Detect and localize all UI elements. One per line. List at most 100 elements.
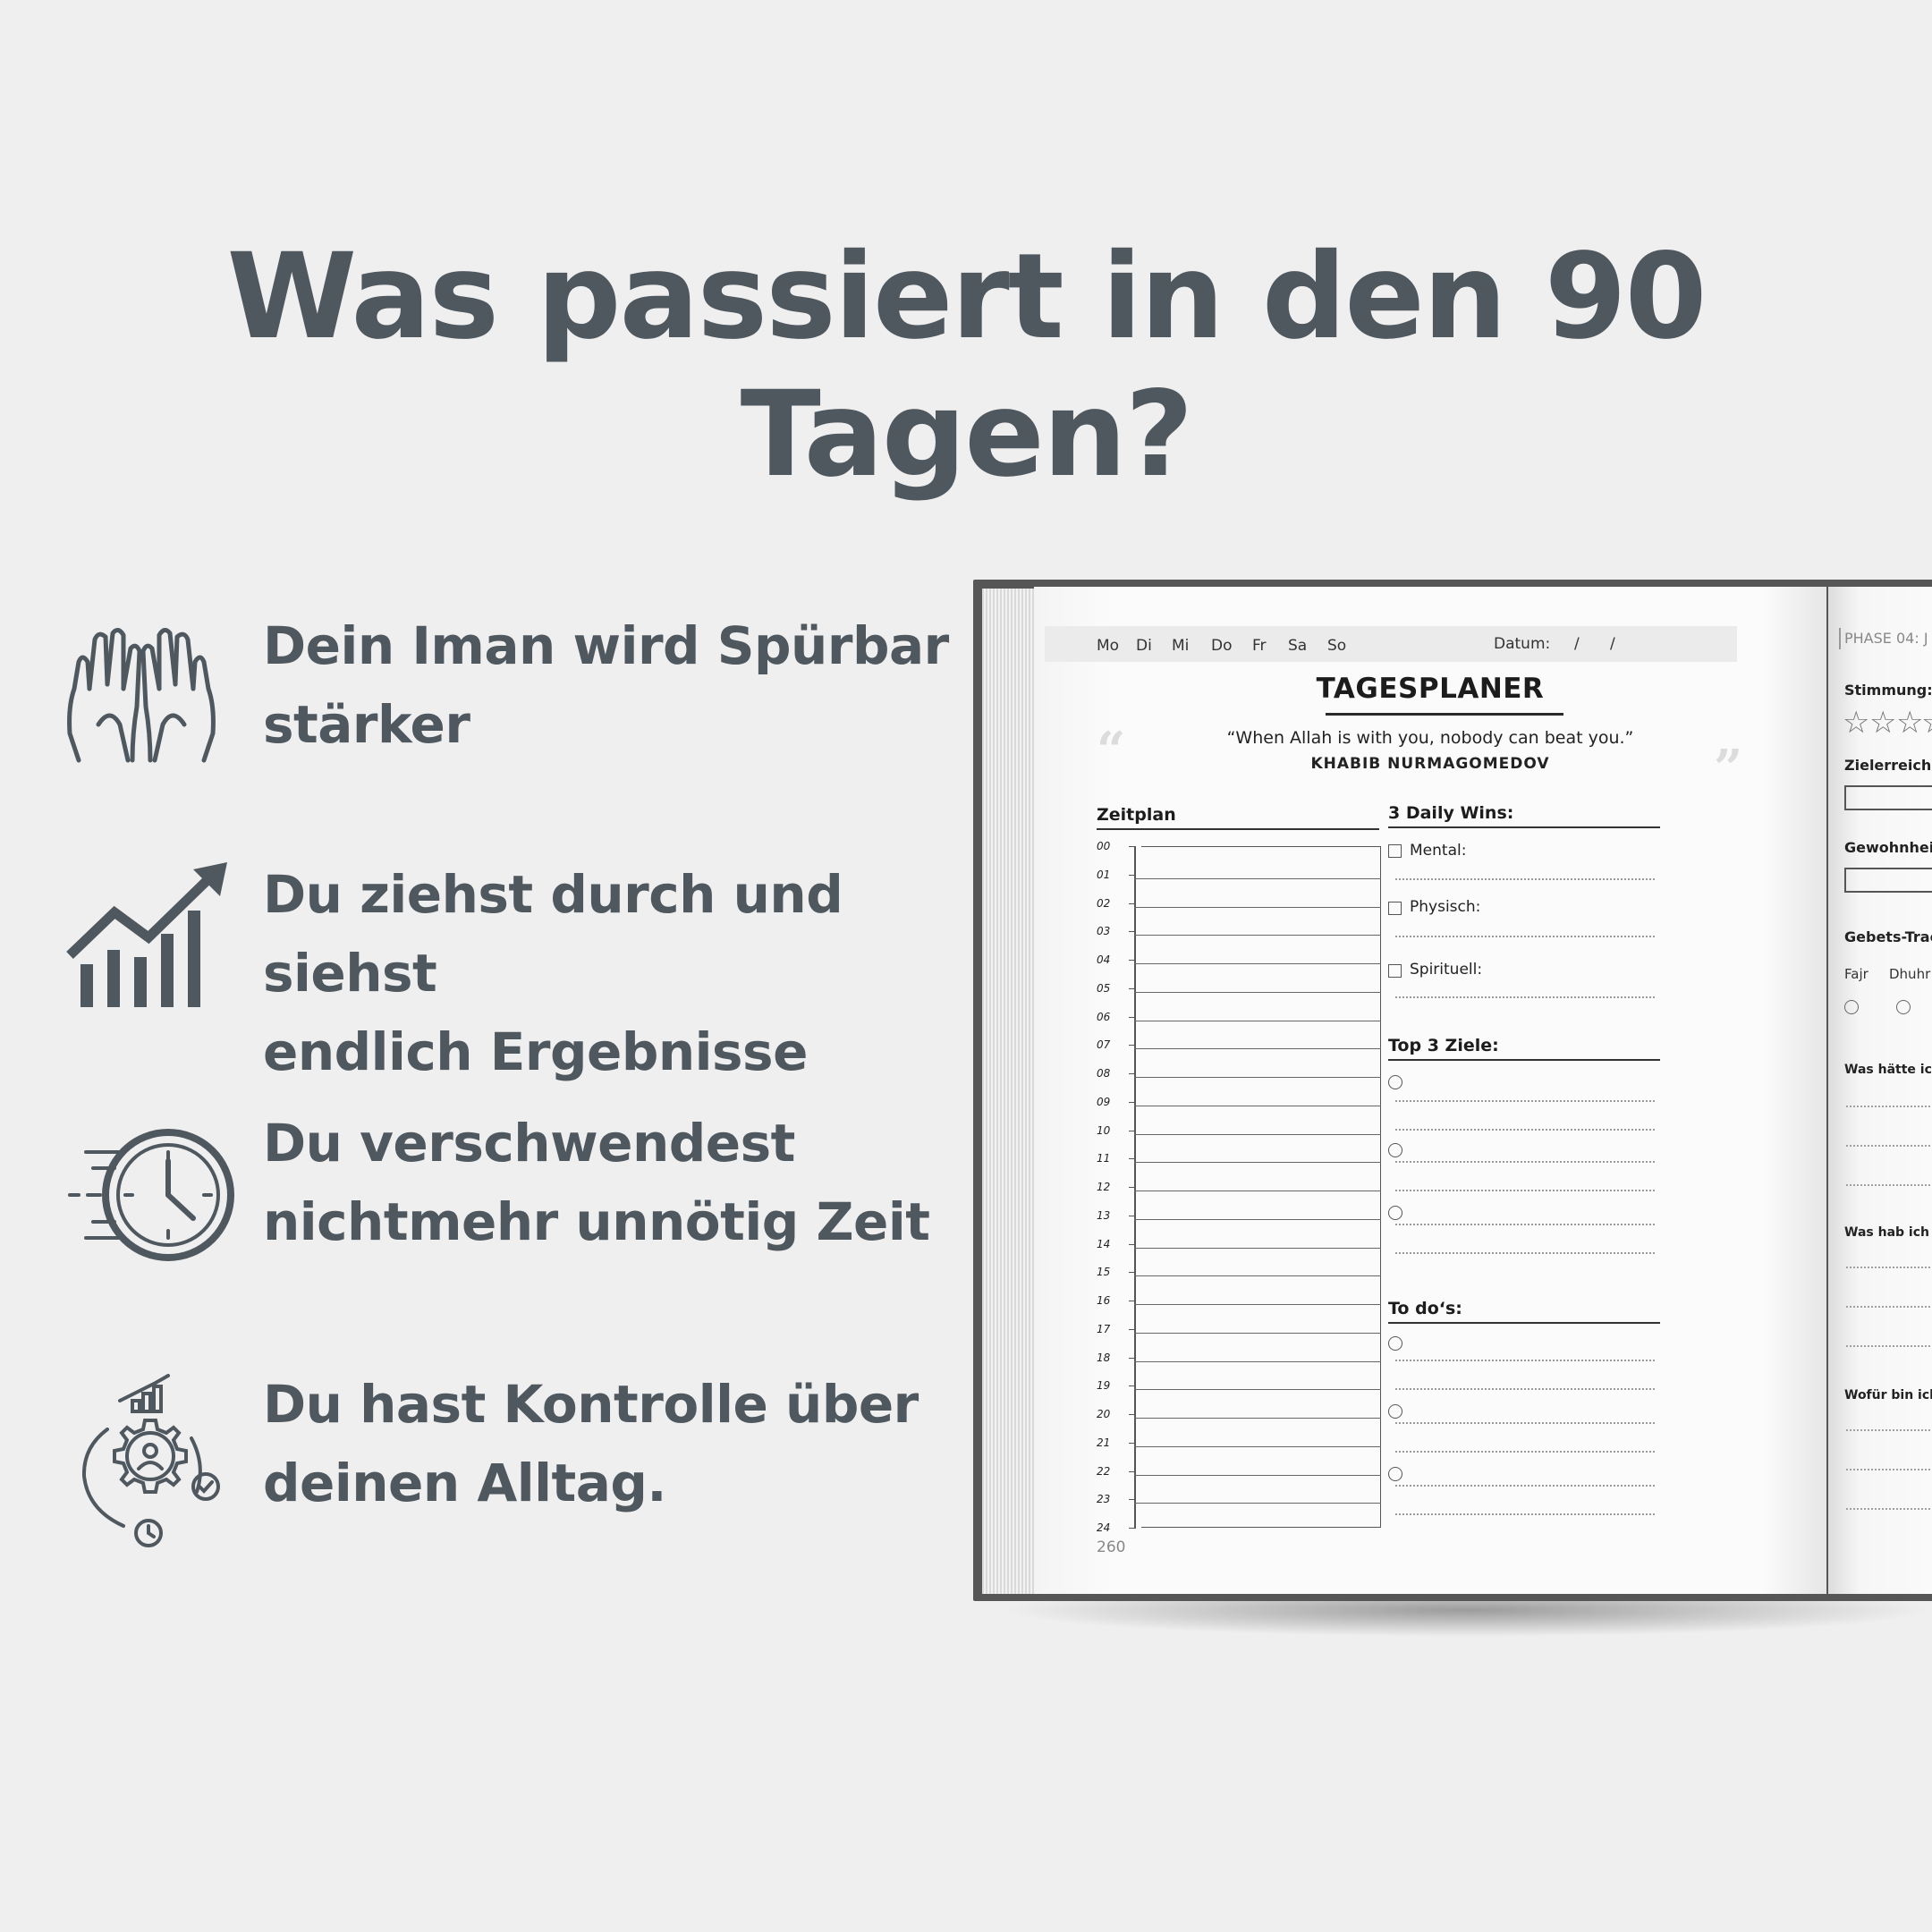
hour-label: 12 (1097, 1181, 1111, 1193)
control-gear-icon (43, 1358, 240, 1555)
star-icon[interactable]: ☆ (1843, 705, 1870, 741)
hour-tick (1129, 1272, 1136, 1274)
title-rule (1326, 713, 1563, 716)
benefit-item: Du verschwendest nichtmehr unnötig Zeit (0, 1097, 975, 1293)
dotted-line (1846, 1345, 1932, 1347)
top3-rule (1388, 1059, 1660, 1061)
goal-circle[interactable] (1388, 1075, 1402, 1089)
benefit-line-2: endlich Ergebnisse (263, 1021, 808, 1082)
hour-line[interactable] (1134, 963, 1381, 965)
hour-line[interactable] (1134, 1418, 1381, 1419)
hour-line[interactable] (1134, 1360, 1381, 1362)
hour-label: 06 (1097, 1010, 1111, 1023)
prayer-circle[interactable] (1896, 1000, 1911, 1014)
hour-line[interactable] (1134, 1048, 1381, 1050)
benefit-line-1: Du hast Kontrolle über (263, 1374, 919, 1435)
day-label: Mo (1097, 637, 1120, 655)
headline: Was passiert in den 90 Tagen? (226, 228, 1707, 504)
gewohnheiten-label: Gewohnheiten (1844, 839, 1932, 856)
benefit-item: Du hast Kontrolle über deinen Alltag. (0, 1358, 975, 1555)
hour-line[interactable] (1134, 1077, 1381, 1079)
hour-line[interactable] (1134, 1332, 1381, 1334)
hour-tick (1129, 1442, 1136, 1444)
hour-tick (1129, 960, 1136, 962)
hour-line[interactable] (1134, 1275, 1381, 1277)
win-checkbox[interactable] (1388, 902, 1402, 915)
hour-tick (1129, 1187, 1136, 1189)
todo-circle[interactable] (1388, 1336, 1402, 1351)
hour-line[interactable] (1134, 1247, 1381, 1249)
hour-line[interactable] (1134, 991, 1381, 993)
hour-label: 08 (1097, 1067, 1111, 1080)
hour-label: 04 (1097, 953, 1111, 966)
daily-wins-rule (1388, 826, 1660, 828)
dotted-line (1395, 1224, 1655, 1225)
goal-circle[interactable] (1388, 1143, 1402, 1157)
star-icon[interactable]: ☆ (1896, 705, 1924, 741)
hour-line[interactable] (1134, 1218, 1381, 1220)
right-page: PHASE 04: J Stimmung: ☆ ☆ ☆ ☆ Zielerreic… (1828, 587, 1932, 1594)
phase-label: PHASE 04: J (1844, 630, 1928, 647)
hour-tick (1129, 846, 1136, 848)
gewohnheiten-scale[interactable] (1844, 868, 1932, 893)
gebets-tracker-label: Gebets-Tracke (1844, 928, 1932, 945)
win-checkbox[interactable] (1388, 844, 1402, 858)
win-checkbox[interactable] (1388, 964, 1402, 978)
star-icon[interactable]: ☆ (1921, 705, 1932, 741)
hour-label: 11 (1097, 1152, 1111, 1165)
day-label: Do (1211, 637, 1233, 655)
hour-line[interactable] (1134, 935, 1381, 936)
benefit-line-2: nichtmehr unnötig Zeit (263, 1191, 930, 1252)
hour-tick (1129, 1243, 1136, 1245)
hour-label: 09 (1097, 1095, 1111, 1108)
hour-line[interactable] (1134, 1162, 1381, 1164)
close-quote-icon: ” (1714, 739, 1743, 798)
dotted-line (1395, 996, 1655, 998)
dotted-line (1846, 1106, 1932, 1107)
dotted-line (1395, 1190, 1655, 1191)
hour-tick (1129, 902, 1136, 904)
page-number: 260 (1097, 1538, 1126, 1556)
dotted-line (1395, 1422, 1655, 1424)
left-page: Mo Di Mi Do Fr Sa So Datum: / / TAGESPLA… (1034, 587, 1826, 1594)
hour-line[interactable] (1134, 1445, 1381, 1447)
hour-label: 23 (1097, 1493, 1111, 1506)
star-icon[interactable]: ☆ (1869, 705, 1897, 741)
hour-line[interactable] (1134, 1503, 1381, 1504)
dotted-line (1395, 1129, 1655, 1131)
zielerreichung-label: Zielerreichung (1844, 757, 1932, 774)
hour-tick (1129, 1045, 1136, 1046)
hour-label: 24 (1097, 1521, 1111, 1534)
hour-tick (1129, 1357, 1136, 1359)
hour-tick (1129, 1414, 1136, 1416)
hour-line[interactable] (1134, 1133, 1381, 1135)
goal-circle[interactable] (1388, 1206, 1402, 1220)
dotted-line (1395, 1252, 1655, 1254)
hour-tick (1129, 874, 1136, 876)
todo-circle[interactable] (1388, 1467, 1402, 1481)
todo-circle[interactable] (1388, 1404, 1402, 1419)
hour-line[interactable] (1134, 1389, 1381, 1391)
timeline-box (1141, 846, 1381, 1528)
hour-line[interactable] (1134, 906, 1381, 908)
open-quote-icon: “ (1097, 721, 1126, 780)
hour-line[interactable] (1134, 1304, 1381, 1306)
dotted-line (1846, 1429, 1932, 1431)
zeitplan-rule (1097, 828, 1379, 830)
dotted-line (1395, 1388, 1655, 1390)
zielerreichung-scale[interactable] (1844, 785, 1932, 810)
hour-label: 20 (1097, 1408, 1111, 1420)
benefit-line-2: deinen Alltag. (263, 1453, 666, 1513)
planner-title: TAGESPLANER (1316, 673, 1545, 705)
hour-line[interactable] (1134, 877, 1381, 879)
question-label: Was hätte ich heu (1844, 1063, 1932, 1077)
hour-tick (1129, 1158, 1136, 1160)
hour-label: 21 (1097, 1436, 1111, 1449)
benefit-line-1: Du ziehst durch und siehst (263, 864, 843, 1004)
hour-line[interactable] (1134, 1474, 1381, 1476)
dotted-line (1846, 1267, 1932, 1268)
phase-bar (1839, 628, 1841, 649)
page-stack (982, 589, 1036, 1594)
prayer-circle[interactable] (1844, 1000, 1859, 1014)
growth-chart-icon (43, 848, 240, 1045)
